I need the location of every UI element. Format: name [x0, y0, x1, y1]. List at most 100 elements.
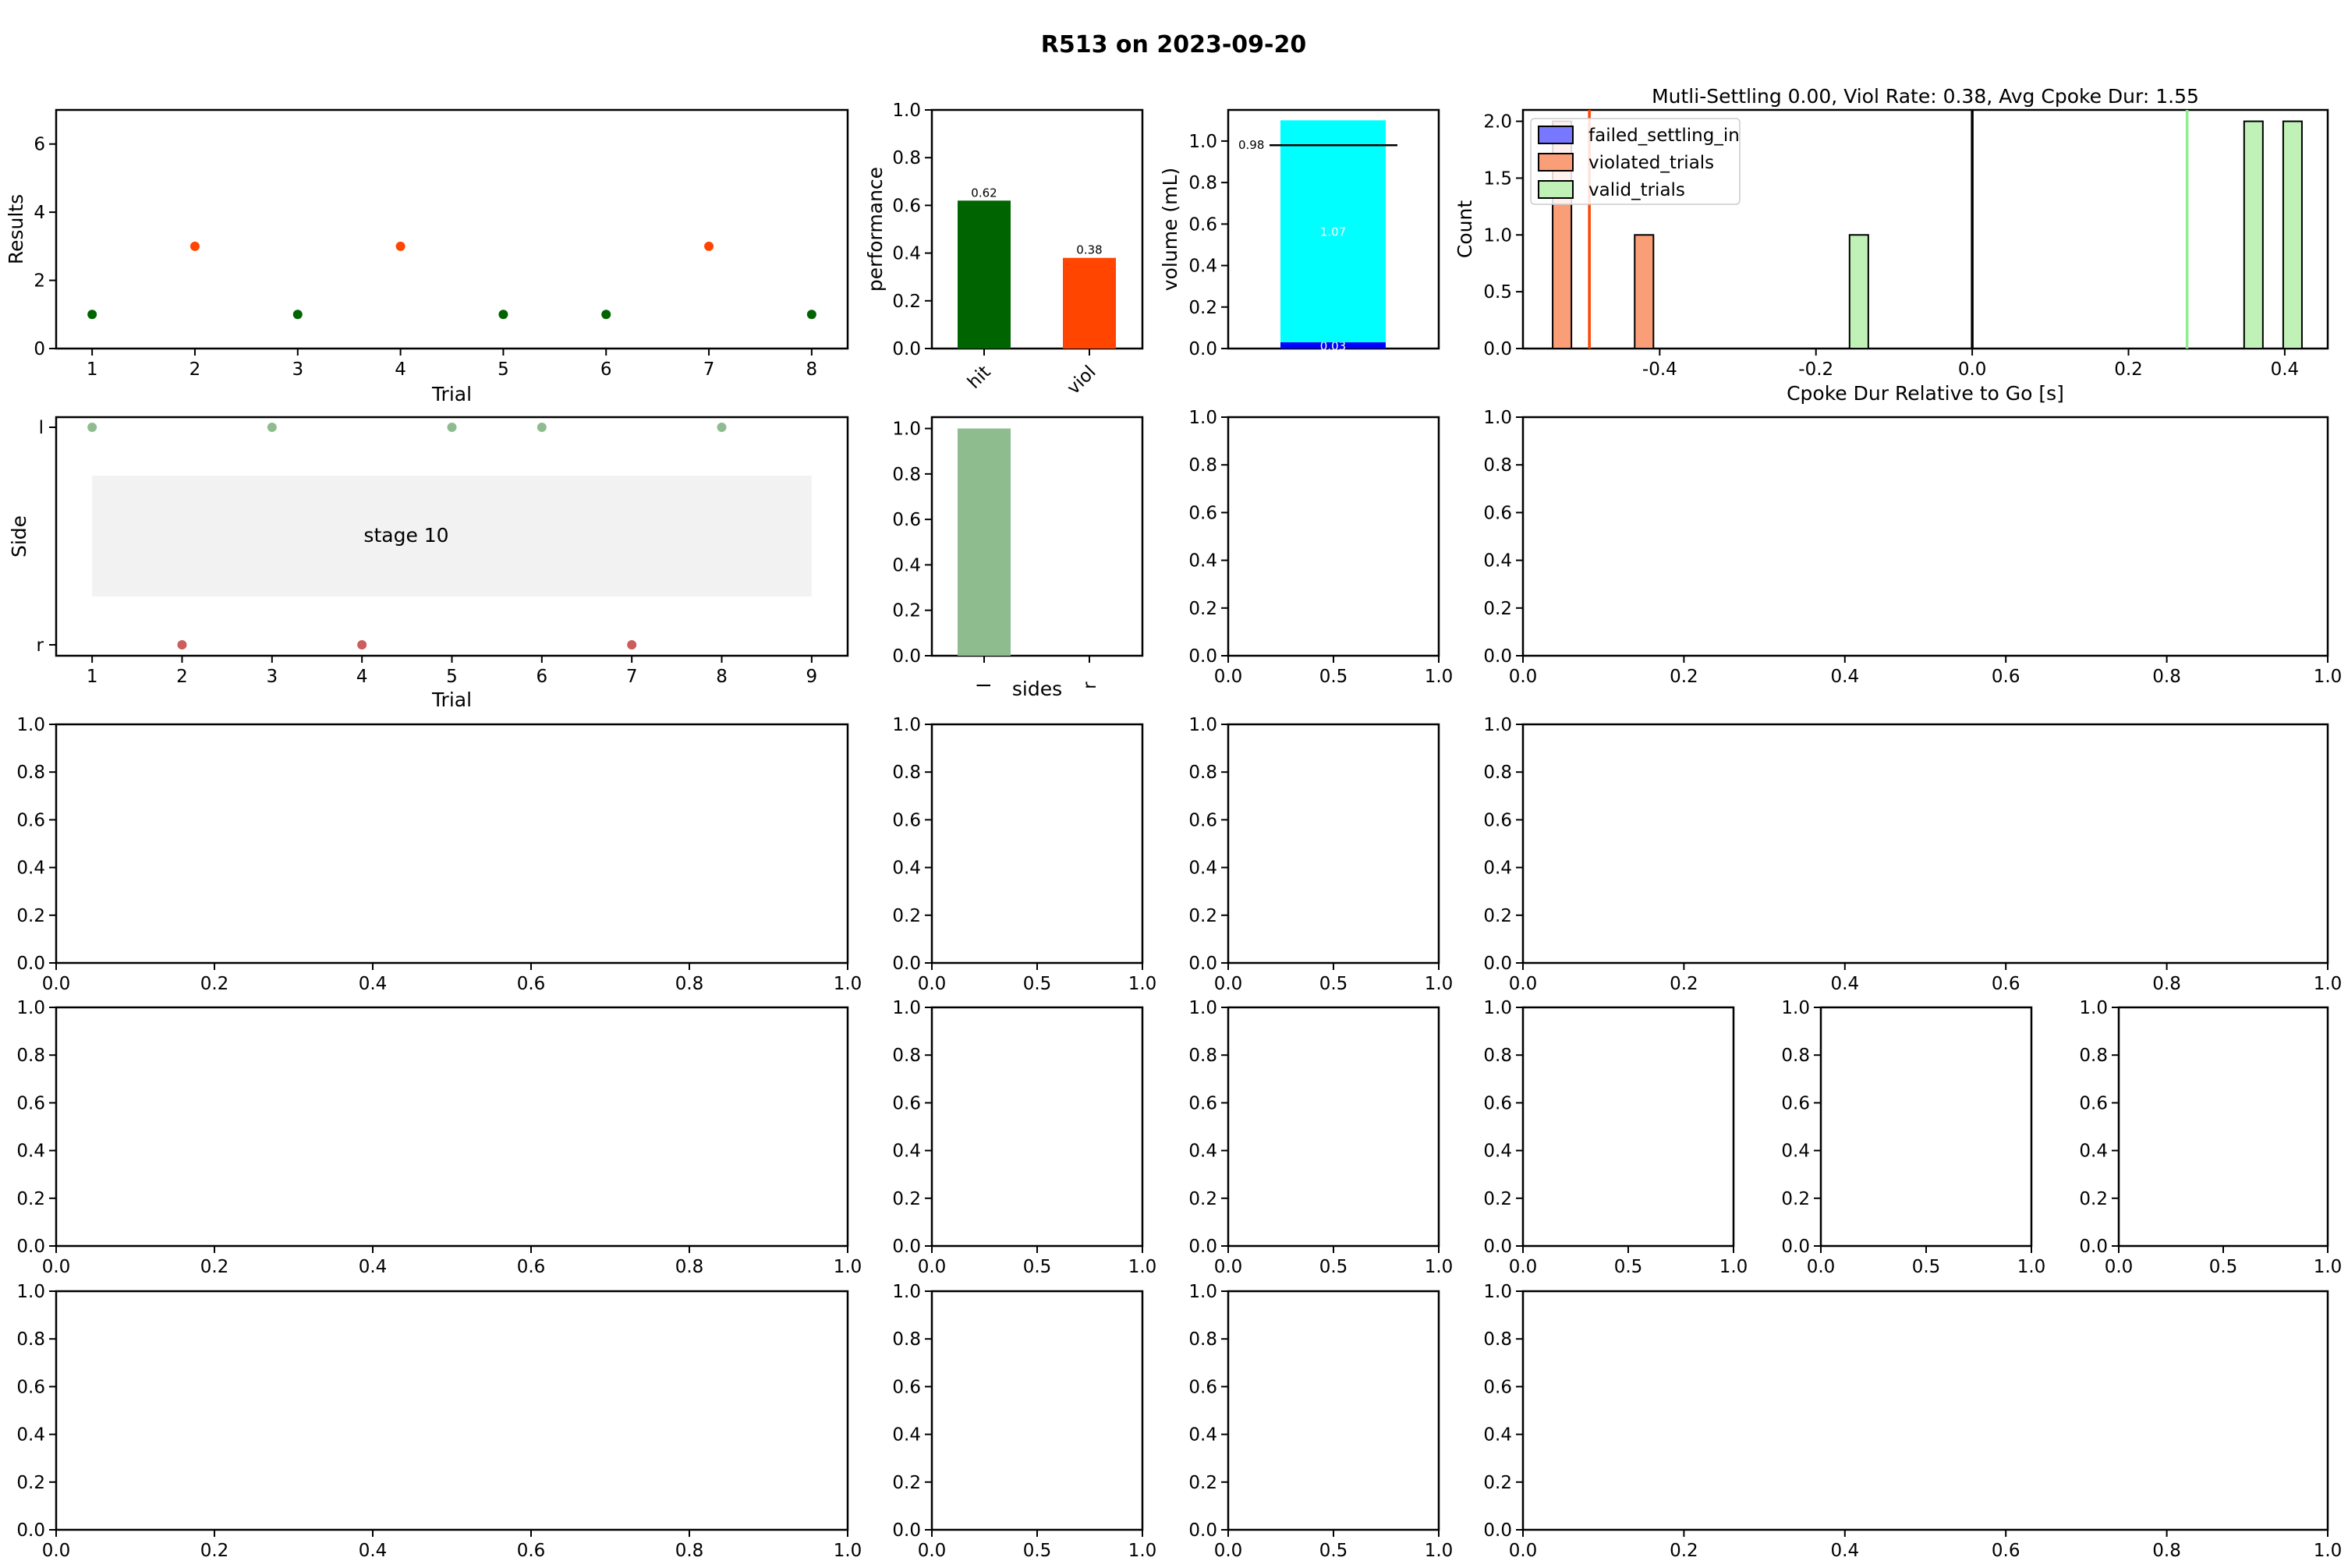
- empty-axes-r4c4-ytick-label: 1.0: [1483, 998, 1512, 1018]
- volume-ylabel: volume (mL): [1159, 168, 1181, 291]
- stage-band: [92, 476, 812, 596]
- empty-axes-r2c4-ytick-label: 0.2: [1483, 599, 1512, 619]
- results-plot-frame: [55, 108, 849, 350]
- empty-axes-r3c3-ytick-label: 0.4: [1188, 858, 1217, 879]
- empty-axes-r4c4-ytick-label: 0.4: [1483, 1141, 1512, 1162]
- empty-axes-r4c3-ytick-label: 0.8: [1188, 1046, 1217, 1066]
- empty-axes-r4c6-ytick-label: 0.8: [2079, 1046, 2108, 1066]
- performance-plot-ytick-label: 0.6: [892, 196, 921, 216]
- empty-axes-r3c4-xtick-label: 0.4: [1831, 974, 1860, 994]
- empty-axes-r3c1-xtick-label: 0.6: [517, 974, 546, 994]
- results-point: [704, 241, 714, 251]
- empty-axes-r2c3-ytick-label: 0.4: [1188, 551, 1217, 572]
- results-plot-xtick-label: 6: [600, 359, 612, 380]
- empty-axes-r3c2-ytick-label: 0.0: [892, 954, 921, 974]
- empty-axes-r2c4-ytick-label: 0.4: [1483, 551, 1512, 572]
- empty-axes-r3c2-frame: [930, 723, 1144, 965]
- empty-axes-r5c2-ytick-label: 1.0: [892, 1282, 921, 1302]
- cpoke-hist-plot-xtick-label: 0.2: [2114, 359, 2143, 380]
- volume-segment-label: 0.03: [1320, 339, 1346, 353]
- empty-axes-r3c1-xtick-label: 0.0: [42, 974, 71, 994]
- empty-axes-r3c1-xtick-label: 0.2: [200, 974, 229, 994]
- empty-axes-r5c4-ytick-label: 1.0: [1483, 1282, 1512, 1302]
- empty-axes-r4c2-ytick-label: 0.8: [892, 1046, 921, 1066]
- empty-axes-r5c3-xtick-label: 0.5: [1319, 1541, 1348, 1561]
- volume-plot-ytick-label: 0.2: [1188, 298, 1217, 318]
- empty-axes-r3c1-ytick-label: 0.4: [16, 858, 45, 879]
- empty-axes-r3c1-ytick-label: 1.0: [16, 715, 45, 735]
- empty-axes-r3c1-xtick-label: 0.8: [675, 974, 704, 994]
- cpoke-hist-plot-ytick-label: 0.5: [1483, 282, 1512, 303]
- empty-axes-r3c3-frame: [1227, 723, 1440, 965]
- empty-axes-r4c5-xtick-label: 0.0: [1807, 1257, 1836, 1277]
- performance-plot-frame: [930, 108, 1144, 350]
- empty-axes-r4c6-ytick-label: 0.4: [2079, 1141, 2108, 1162]
- empty-axes-r4c6-ytick-label: 0.2: [2079, 1189, 2108, 1209]
- performance-plot-ytick-label: 0.4: [892, 244, 921, 264]
- volume-plot-ytick-label: 1.0: [1188, 132, 1217, 152]
- empty-axes-r3c2-ytick-label: 0.4: [892, 858, 921, 879]
- cpoke-hist-legend-label: valid_trials: [1588, 180, 1685, 200]
- side-plot-xtick-label: 1: [87, 667, 98, 687]
- empty-axes-r3c2-ytick-label: 0.8: [892, 763, 921, 783]
- empty-axes-r4c2-ytick-label: 1.0: [892, 998, 921, 1018]
- sides-plot-ytick-label: 0.4: [892, 555, 921, 575]
- side-plot-xtick-label: 2: [176, 667, 188, 687]
- empty-axes-r5c1-frame: [55, 1290, 849, 1531]
- results-xlabel: Trial: [431, 383, 472, 405]
- side-plot-xtick-label: 7: [626, 667, 638, 687]
- empty-axes-r4c1-frame: [55, 1006, 849, 1248]
- stage-label: stage 10: [363, 524, 448, 547]
- empty-axes-r4c3-xtick-label: 0.5: [1319, 1257, 1348, 1277]
- cpoke-hist-legend-box: [1530, 118, 1741, 205]
- empty-axes-r3c3-ytick-label: 0.2: [1188, 906, 1217, 926]
- empty-axes-r4c1-xtick-label: 0.8: [675, 1257, 704, 1277]
- empty-axes-r4c6-ytick-label: 1.0: [2079, 998, 2108, 1018]
- empty-axes-r4c3-ytick-label: 0.2: [1188, 1189, 1217, 1209]
- volume-plot-ytick-label: 0.4: [1188, 257, 1217, 277]
- empty-axes-r5c4-xtick-label: 0.8: [2152, 1541, 2181, 1561]
- empty-axes-r2c4-ytick-label: 0.6: [1483, 503, 1512, 523]
- empty-axes-r5c3-frame: [1227, 1290, 1440, 1531]
- side-point-left: [447, 423, 457, 432]
- empty-axes-r5c1-ytick-label: 0.8: [16, 1329, 45, 1350]
- empty-axes-r4c6-xtick-label: 0.5: [2209, 1257, 2238, 1277]
- results-plot-ytick-label: 2: [34, 271, 45, 292]
- results-plot-xtick-label: 4: [395, 359, 406, 380]
- cpoke-hist-legend-swatch: [1538, 126, 1574, 144]
- empty-axes-r4c1-xtick-label: 0.4: [359, 1257, 388, 1277]
- side-point-right: [177, 640, 187, 649]
- empty-axes-r5c2-ytick-label: 0.0: [892, 1520, 921, 1541]
- cpoke-hist-legend-label: failed_settling_in: [1588, 126, 1740, 146]
- cpoke-hist-plot-ytick-label: 1.5: [1483, 168, 1512, 189]
- results-point: [498, 310, 508, 320]
- results-plot-xtick-label: 1: [87, 359, 98, 380]
- empty-axes-r4c4-xtick-label: 1.0: [1719, 1257, 1748, 1277]
- results-point: [292, 310, 303, 320]
- results-plot-xtick-label: 7: [703, 359, 715, 380]
- cpoke-hist-ylabel: Count: [1454, 200, 1476, 258]
- empty-axes-r3c3-ytick-label: 0.8: [1188, 763, 1217, 783]
- empty-axes-r2c3-ytick-label: 0.8: [1188, 455, 1217, 476]
- performance-bar-label: 0.62: [971, 186, 997, 200]
- volume-target-label: 0.98: [1238, 138, 1264, 152]
- empty-axes-r2c3-xtick-label: 0.0: [1214, 667, 1243, 687]
- empty-axes-r3c3-xtick-label: 0.0: [1214, 974, 1243, 994]
- sides-xtick-label: r: [1080, 681, 1100, 689]
- results-point: [806, 310, 816, 320]
- cpoke-hist-plot-ytick-label: 1.0: [1483, 225, 1512, 246]
- side-plot-xtick-label: 9: [806, 667, 818, 687]
- performance-ylabel: performance: [864, 167, 887, 292]
- side-point-left: [717, 423, 727, 432]
- empty-axes-r3c4-xtick-label: 0.2: [1670, 974, 1698, 994]
- empty-axes-r2c4-ytick-label: 0.0: [1483, 646, 1512, 667]
- performance-xtick-label: viol: [1064, 362, 1100, 398]
- empty-axes-r2c3-ytick-label: 0.6: [1188, 503, 1217, 523]
- empty-axes-r3c4-ytick-label: 0.4: [1483, 858, 1512, 879]
- empty-axes-r3c4-ytick-label: 0.6: [1483, 810, 1512, 830]
- empty-axes-r2c3-xtick-label: 0.5: [1319, 667, 1348, 687]
- empty-axes-r5c3-ytick-label: 0.2: [1188, 1473, 1217, 1493]
- empty-axes-r4c2-xtick-label: 0.5: [1023, 1257, 1052, 1277]
- empty-axes-r4c1-xtick-label: 0.0: [42, 1257, 71, 1277]
